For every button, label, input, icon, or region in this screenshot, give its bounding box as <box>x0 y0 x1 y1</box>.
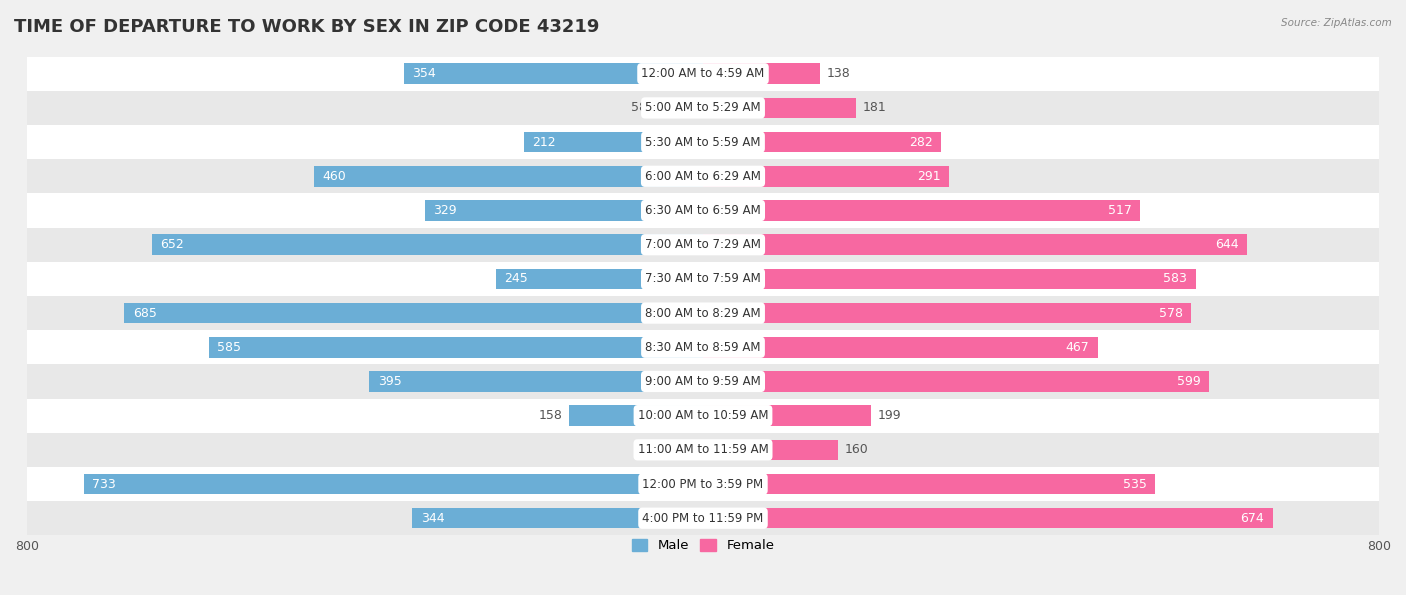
Text: 7:00 AM to 7:29 AM: 7:00 AM to 7:29 AM <box>645 238 761 251</box>
Text: 12:00 AM to 4:59 AM: 12:00 AM to 4:59 AM <box>641 67 765 80</box>
Bar <box>569 405 703 426</box>
Text: 5:30 AM to 5:59 AM: 5:30 AM to 5:59 AM <box>645 136 761 149</box>
Text: 535: 535 <box>1123 478 1147 490</box>
Bar <box>27 467 1379 501</box>
Text: 12:00 PM to 3:59 PM: 12:00 PM to 3:59 PM <box>643 478 763 490</box>
Legend: Male, Female: Male, Female <box>626 534 780 558</box>
Bar <box>152 234 703 255</box>
Bar <box>703 337 1098 358</box>
Text: 160: 160 <box>845 443 869 456</box>
Text: 245: 245 <box>505 273 529 286</box>
Text: 9:00 AM to 9:59 AM: 9:00 AM to 9:59 AM <box>645 375 761 388</box>
Bar <box>370 371 703 392</box>
Bar <box>27 57 1379 91</box>
Bar <box>27 296 1379 330</box>
Bar <box>27 262 1379 296</box>
Bar <box>83 474 703 494</box>
Text: 181: 181 <box>863 101 886 114</box>
Bar <box>27 159 1379 193</box>
Bar <box>404 64 703 84</box>
Bar <box>27 330 1379 364</box>
Bar <box>124 303 703 323</box>
Bar <box>654 98 703 118</box>
Bar <box>703 166 949 187</box>
Bar <box>27 91 1379 125</box>
Bar <box>703 440 838 460</box>
Text: 8:00 AM to 8:29 AM: 8:00 AM to 8:29 AM <box>645 306 761 320</box>
Bar <box>703 98 856 118</box>
Text: 7:30 AM to 7:59 AM: 7:30 AM to 7:59 AM <box>645 273 761 286</box>
Bar <box>27 228 1379 262</box>
Bar <box>27 433 1379 467</box>
Text: 578: 578 <box>1159 306 1182 320</box>
Text: 4:00 PM to 11:59 PM: 4:00 PM to 11:59 PM <box>643 512 763 525</box>
Bar <box>703 303 1191 323</box>
Text: 344: 344 <box>420 512 444 525</box>
Text: 583: 583 <box>1163 273 1187 286</box>
Text: 585: 585 <box>217 341 240 354</box>
Text: 282: 282 <box>910 136 932 149</box>
Text: 733: 733 <box>91 478 115 490</box>
Bar <box>524 132 703 152</box>
Text: 11:00 AM to 11:59 AM: 11:00 AM to 11:59 AM <box>638 443 768 456</box>
Text: 467: 467 <box>1066 341 1090 354</box>
Bar <box>703 132 941 152</box>
Text: 354: 354 <box>412 67 436 80</box>
Bar <box>703 474 1156 494</box>
Bar <box>703 234 1247 255</box>
Bar <box>496 268 703 289</box>
Text: 395: 395 <box>378 375 402 388</box>
Text: 329: 329 <box>433 204 457 217</box>
Text: 674: 674 <box>1240 512 1264 525</box>
Bar <box>703 201 1140 221</box>
Text: 517: 517 <box>1108 204 1132 217</box>
Text: 58: 58 <box>631 101 647 114</box>
Text: 8:30 AM to 8:59 AM: 8:30 AM to 8:59 AM <box>645 341 761 354</box>
Bar <box>208 337 703 358</box>
Bar <box>27 364 1379 399</box>
Bar <box>703 508 1272 528</box>
Text: 212: 212 <box>533 136 555 149</box>
Text: 6:00 AM to 6:29 AM: 6:00 AM to 6:29 AM <box>645 170 761 183</box>
Bar <box>27 399 1379 433</box>
Text: 599: 599 <box>1177 375 1201 388</box>
Text: 10:00 AM to 10:59 AM: 10:00 AM to 10:59 AM <box>638 409 768 422</box>
Text: 138: 138 <box>827 67 851 80</box>
Text: Source: ZipAtlas.com: Source: ZipAtlas.com <box>1281 18 1392 28</box>
Text: 5:00 AM to 5:29 AM: 5:00 AM to 5:29 AM <box>645 101 761 114</box>
Text: 6:30 AM to 6:59 AM: 6:30 AM to 6:59 AM <box>645 204 761 217</box>
Bar <box>27 193 1379 228</box>
Bar <box>27 125 1379 159</box>
Text: 652: 652 <box>160 238 184 251</box>
Text: 36: 36 <box>650 443 666 456</box>
Text: 460: 460 <box>323 170 346 183</box>
Text: 685: 685 <box>132 306 156 320</box>
Bar <box>315 166 703 187</box>
Bar <box>425 201 703 221</box>
Text: 291: 291 <box>917 170 941 183</box>
Bar <box>672 440 703 460</box>
Bar <box>703 371 1209 392</box>
Text: TIME OF DEPARTURE TO WORK BY SEX IN ZIP CODE 43219: TIME OF DEPARTURE TO WORK BY SEX IN ZIP … <box>14 18 599 36</box>
Bar <box>703 405 872 426</box>
Bar <box>27 501 1379 536</box>
Text: 158: 158 <box>538 409 562 422</box>
Text: 644: 644 <box>1215 238 1239 251</box>
Bar <box>703 268 1195 289</box>
Text: 199: 199 <box>877 409 901 422</box>
Bar <box>703 64 820 84</box>
Bar <box>412 508 703 528</box>
